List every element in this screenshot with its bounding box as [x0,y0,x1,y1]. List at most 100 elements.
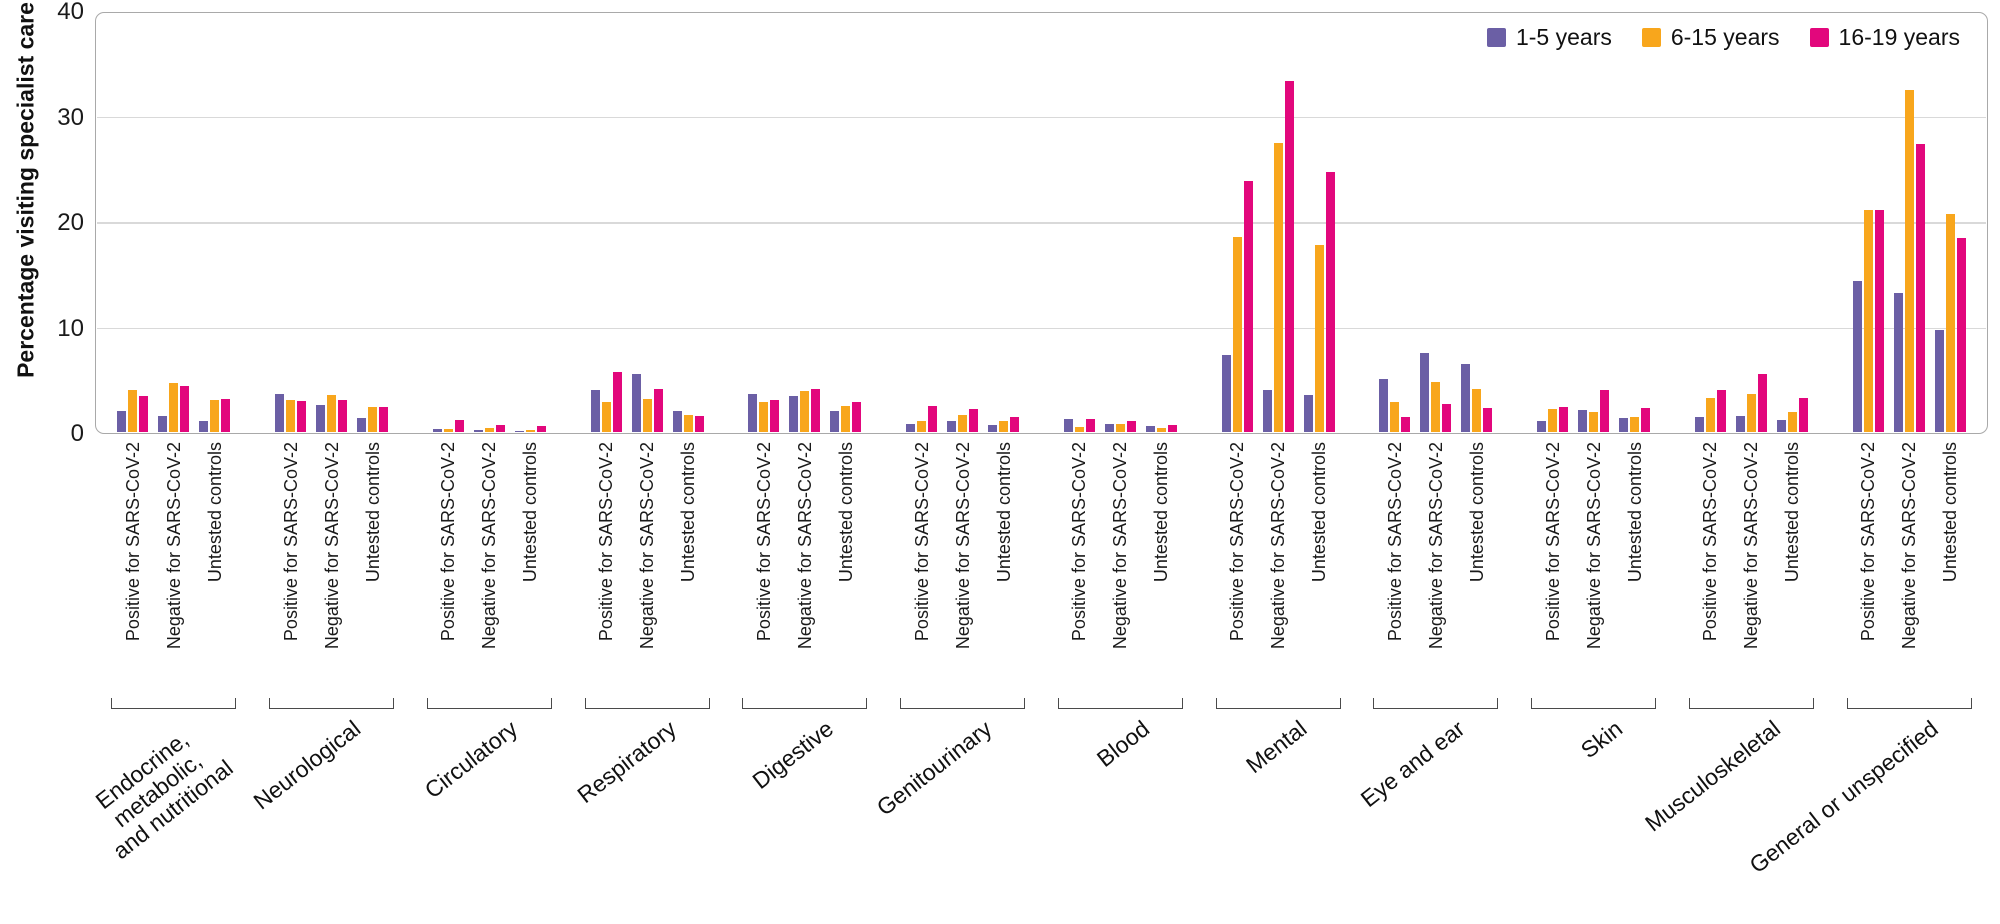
legend-label: 16-19 years [1838,24,1960,50]
bar-16-19-years [1483,407,1493,432]
bar-1-5-years [988,424,998,432]
category-bracket [426,698,552,709]
bar-16-19-years [379,406,389,432]
bar-16-19-years [1798,398,1808,432]
bar-16-19-years [694,416,704,432]
bar-6-15-years [286,400,296,432]
bar-16-19-years [1641,407,1651,432]
test-status-label: Untested controls [362,442,383,583]
bar-6-15-years [1156,427,1166,432]
test-status-label: Untested controls [1466,442,1487,583]
bar-1-5-years [748,394,758,432]
bar-1-5-years [1735,416,1745,432]
bar-1-5-years [631,373,641,432]
bar-6-15-years [1115,423,1125,432]
legend-swatch-icon [1809,28,1829,47]
test-status-label: Untested controls [1151,442,1172,583]
bar-16-19-years [1956,237,1966,432]
bar-6-15-years [1746,394,1756,432]
test-status-label: Negative for SARS-CoV-2 [479,442,500,650]
test-status-label: Untested controls [993,442,1014,583]
bar-6-15-years [1390,402,1400,432]
bar-1-5-years [1578,409,1588,432]
bar-1-5-years [357,418,367,432]
bar-1-5-years [432,428,442,432]
bar-6-15-years [683,415,693,432]
test-status-label: Negative for SARS-CoV-2 [163,442,184,650]
test-status-label: Untested controls [1782,442,1803,583]
test-status-label: Negative for SARS-CoV-2 [1583,442,1604,650]
category-label-neurological: Neurological [248,715,366,815]
category-bracket [742,698,868,709]
bar-1-5-years [514,430,524,432]
gridline [97,116,1986,119]
test-status-label: Untested controls [204,442,225,583]
test-status-label: Positive for SARS-CoV-2 [1858,442,1879,642]
bar-1-5-years [199,421,209,432]
test-status-label: Negative for SARS-CoV-2 [637,442,658,650]
bar-6-15-years [759,402,769,432]
test-status-label: Negative for SARS-CoV-2 [1741,442,1762,650]
test-status-label: Negative for SARS-CoV-2 [1268,442,1289,650]
legend-item-6-15-years: 6-15 years [1641,24,1780,51]
category-label-musculoskeletal: Musculoskeletal [1639,715,1785,837]
test-status-label: Untested controls [835,442,856,583]
bar-16-19-years [536,425,546,432]
bar-1-5-years [117,410,127,432]
bar-16-19-years [1757,373,1767,432]
bar-6-15-years [1273,142,1283,432]
bar-1-5-years [1104,423,1114,432]
bar-1-5-years [158,416,168,432]
bar-6-15-years [169,383,179,432]
bar-6-15-years [1548,408,1558,432]
bar-1-5-years [1893,292,1903,432]
category-label-mental: Mental [1241,715,1312,779]
bar-16-19-years [811,388,821,432]
category-label-eye-and-ear: Eye and ear [1355,715,1470,813]
bar-6-15-years [800,390,810,432]
bar-1-5-years [1934,329,1944,432]
category-bracket [900,698,1026,709]
test-status-label: Positive for SARS-CoV-2 [596,442,617,642]
category-label-endocrine: Endocrine, metabolic, and nutritional [90,725,239,865]
bar-1-5-years [1776,420,1786,432]
bar-1-5-years [275,394,285,432]
legend-item-1-5-years: 1-5 years [1486,24,1612,51]
bar-1-5-years [789,396,799,432]
bar-16-19-years [1010,417,1020,432]
bar-6-15-years [1232,236,1242,432]
bar-6-15-years [999,421,1009,432]
bar-6-15-years [210,400,220,432]
category-bracket [1373,698,1499,709]
bar-1-5-years [830,410,840,432]
test-status-label: Untested controls [1309,442,1330,583]
test-status-label: Positive for SARS-CoV-2 [122,442,143,642]
bar-6-15-years [841,405,851,432]
y-tick-label: 0 [70,420,84,447]
bar-1-5-years [1063,419,1073,432]
bar-16-19-years [770,400,780,432]
gridline [97,327,1986,330]
test-status-label: Positive for SARS-CoV-2 [753,442,774,642]
test-status-label: Untested controls [520,442,541,583]
bar-16-19-years [1442,403,1452,432]
bars-layer [0,0,2000,432]
category-label-genitourinary: Genitourinary [871,715,997,821]
bar-6-15-years [917,421,927,432]
test-status-label: Positive for SARS-CoV-2 [1227,442,1248,642]
legend-item-16-19-years: 16-19 years [1809,24,1960,51]
bar-16-19-years [454,420,464,432]
bar-16-19-years [297,401,307,432]
category-bracket [111,698,237,709]
test-status-label: Positive for SARS-CoV-2 [911,442,932,642]
category-bracket [269,698,395,709]
y-tick-label: 40 [57,0,84,25]
bar-6-15-years [1904,90,1914,432]
bar-16-19-years [338,400,348,432]
bar-16-19-years [180,385,190,432]
bar-16-19-years [139,396,149,432]
category-bracket [1215,698,1341,709]
bar-6-15-years [443,428,453,432]
bar-16-19-years [1600,389,1610,432]
bar-1-5-years [1852,281,1862,432]
